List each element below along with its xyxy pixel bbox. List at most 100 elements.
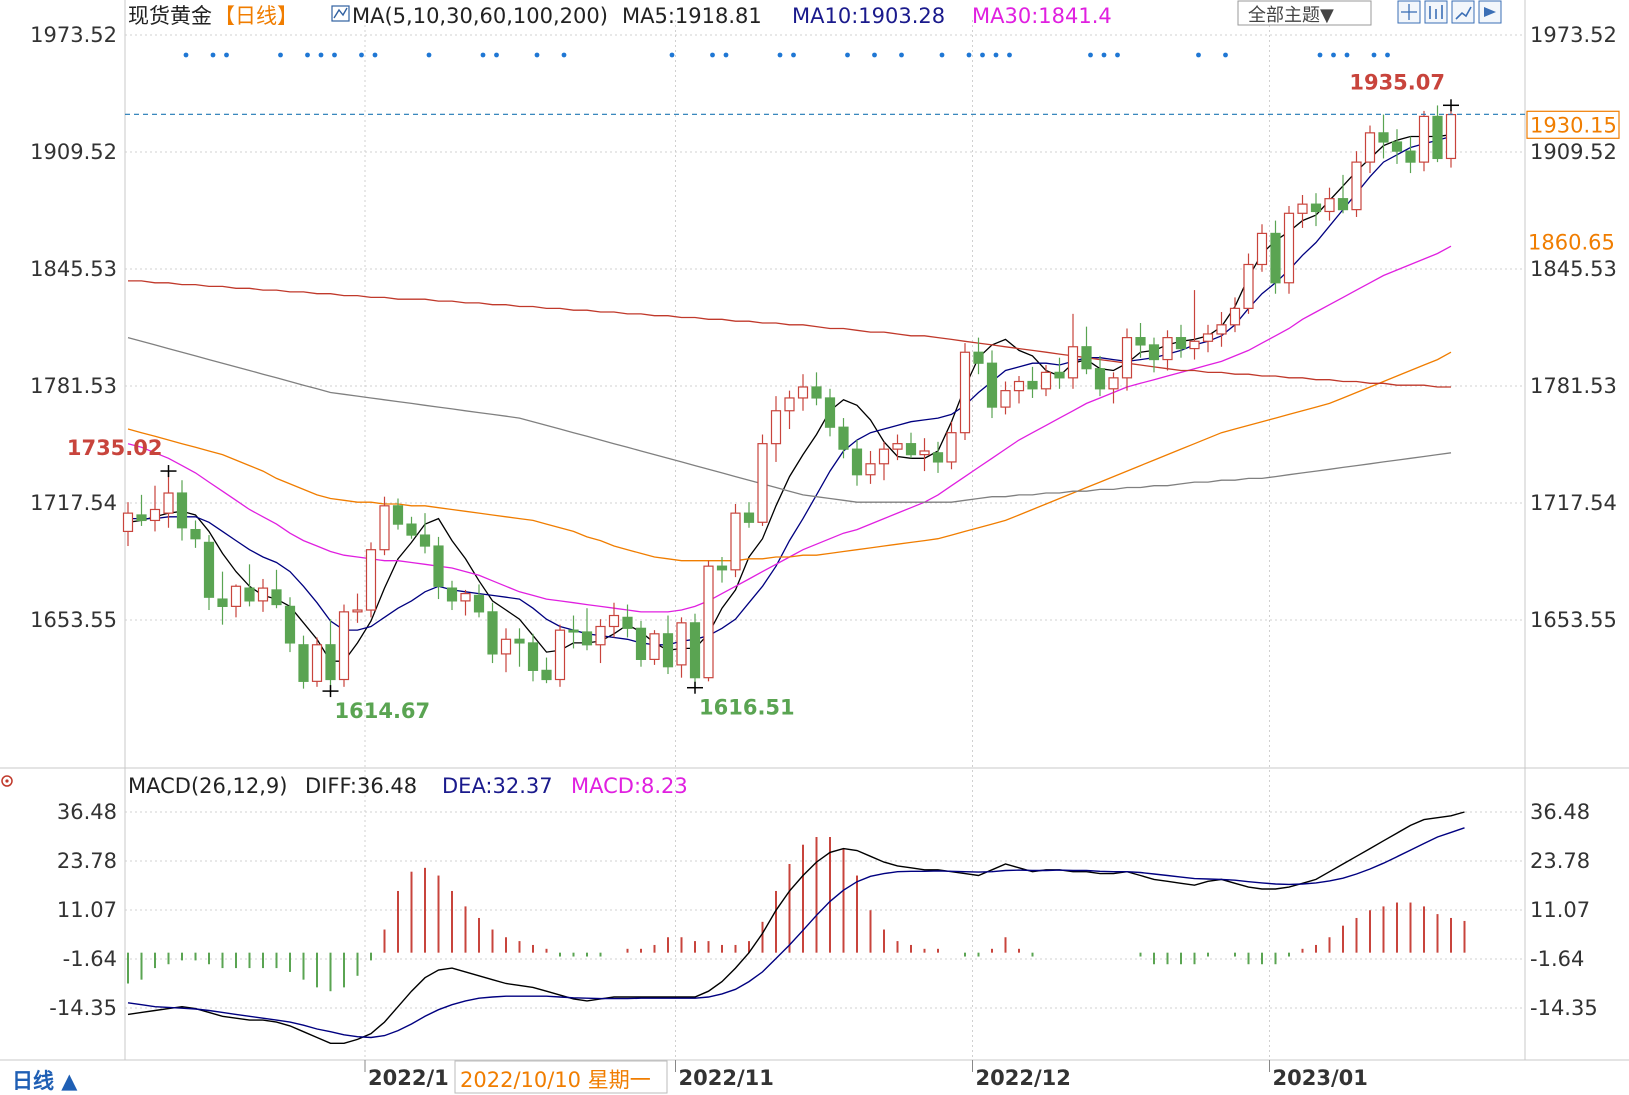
candle xyxy=(149,485,161,532)
ma30-value: MA30:1841.4 xyxy=(972,4,1112,28)
signal-dot xyxy=(1007,52,1012,58)
candle xyxy=(1283,205,1295,294)
candle xyxy=(1027,366,1038,398)
candle-body xyxy=(824,397,836,428)
candle xyxy=(190,520,201,548)
candle xyxy=(176,480,188,541)
candle-body xyxy=(446,587,458,602)
candle xyxy=(662,615,674,675)
macd-left-tick-label: 36.48 xyxy=(57,800,117,824)
candle xyxy=(1337,174,1349,214)
candle-body xyxy=(932,452,944,463)
macd-dea-line xyxy=(127,827,1465,1039)
candle-body xyxy=(1445,113,1457,160)
candle xyxy=(365,542,377,618)
candle xyxy=(1040,365,1052,397)
right-price-tag: 1860.65 xyxy=(1528,230,1615,254)
candle-body xyxy=(1162,337,1173,361)
candle-body xyxy=(1202,333,1214,342)
candle xyxy=(1148,337,1160,373)
candle xyxy=(514,628,525,667)
candle xyxy=(1175,324,1187,358)
candle-body xyxy=(1351,161,1362,211)
annotation-low-label: 1616.51 xyxy=(699,696,795,720)
candle xyxy=(1135,322,1146,358)
candle-body xyxy=(149,508,161,522)
candle-body xyxy=(1121,337,1133,379)
candle xyxy=(203,535,215,611)
candle xyxy=(392,498,404,530)
candle-body xyxy=(487,611,498,655)
left-axis-tick-label: 1653.55 xyxy=(30,608,117,632)
candle xyxy=(973,337,984,375)
date-axis-label: 2022/11 xyxy=(679,1066,774,1090)
candle xyxy=(676,617,687,678)
candle xyxy=(460,589,471,616)
ma-indicator-icon[interactable] xyxy=(331,5,350,22)
right-axis-tick-label: 1973.52 xyxy=(1530,23,1617,47)
candle xyxy=(568,615,579,649)
candle xyxy=(1013,376,1025,404)
crosshair-icon[interactable] xyxy=(1397,0,1421,24)
candle xyxy=(271,569,282,609)
candle-body xyxy=(959,351,971,434)
macd-dea-value: DEA:32.37 xyxy=(442,774,553,798)
candle-body xyxy=(1378,132,1389,143)
signal-dot xyxy=(939,52,945,58)
candle-body xyxy=(635,627,647,660)
candle xyxy=(1364,125,1376,174)
macd-settings-icon[interactable] xyxy=(1,775,13,787)
candle xyxy=(1310,193,1322,227)
candle xyxy=(487,602,498,664)
macd-left-tick-label: 23.78 xyxy=(57,849,117,873)
signal-dot xyxy=(183,52,189,58)
candle xyxy=(311,637,323,687)
signal-dot xyxy=(359,52,364,58)
candle-body xyxy=(1067,346,1079,379)
candle-body xyxy=(770,410,782,445)
candle-body xyxy=(730,512,741,571)
candle-body xyxy=(1040,371,1052,390)
theme-select[interactable]: 全部主题▼ xyxy=(1237,0,1372,26)
candle xyxy=(1054,357,1065,389)
candle xyxy=(1391,129,1403,164)
signal-dot xyxy=(710,52,715,58)
candle-body xyxy=(676,622,687,666)
period-button[interactable]: 日线 ▲ xyxy=(0,1062,122,1095)
candle-body xyxy=(1364,132,1376,163)
candle-body xyxy=(1391,141,1403,152)
signal-dot xyxy=(318,52,324,58)
candle-body xyxy=(1081,346,1092,370)
current-price-tag: 1930.15 xyxy=(1530,113,1617,137)
right-axis-tick-label: 1653.55 xyxy=(1530,608,1617,632)
candle xyxy=(608,602,620,638)
left-axis-tick-label: 1845.53 xyxy=(30,257,117,281)
candle xyxy=(1216,312,1227,347)
right-axis-tick-label: 1845.53 xyxy=(1530,257,1617,281)
signal-dot xyxy=(494,52,499,58)
candle xyxy=(838,418,849,459)
candle xyxy=(1229,297,1241,333)
candle xyxy=(1378,114,1389,159)
signal-dot xyxy=(480,52,486,58)
candle xyxy=(554,624,566,687)
zoom-in-icon[interactable] xyxy=(1451,0,1475,24)
candle-body xyxy=(838,426,849,450)
macd-macd-value: MACD:8.23 xyxy=(571,774,688,798)
candle xyxy=(473,584,485,618)
next-arrow-icon[interactable] xyxy=(1478,0,1502,24)
price-annotations: 1935.07 1735.02 1614.67 1616.51 xyxy=(67,70,1459,723)
right-axis-tick-label: 1717.54 xyxy=(1530,491,1617,515)
candle-body xyxy=(919,450,930,456)
ma-line-ma200 xyxy=(128,280,1451,388)
macd-diff-line xyxy=(127,811,1465,1045)
candle xyxy=(379,496,390,556)
candle xyxy=(1351,151,1362,217)
candle xyxy=(919,438,930,472)
candle-body xyxy=(1310,203,1322,213)
bar-chart-icon[interactable] xyxy=(1424,0,1448,24)
candle xyxy=(865,450,876,484)
theme-select-label: 全部主题▼ xyxy=(1248,5,1334,26)
candle xyxy=(743,502,755,528)
